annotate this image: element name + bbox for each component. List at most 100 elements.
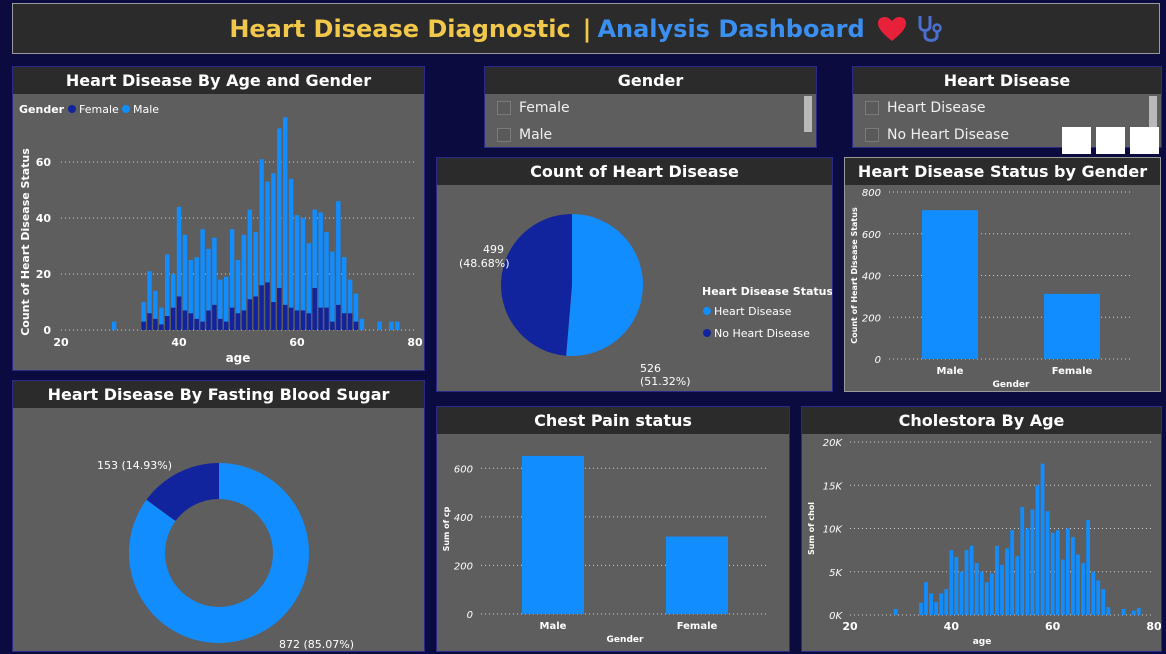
legend-male-label[interactable]: Male	[133, 103, 159, 116]
bar-chol	[1136, 608, 1141, 615]
status-by-gender-title: Heart Disease Status by Gender	[845, 158, 1160, 185]
bar-chol	[1020, 506, 1025, 615]
bar-female	[353, 321, 359, 330]
bar-male	[259, 159, 264, 286]
y-tick-label: 40	[36, 212, 52, 225]
x-axis-title: Gender	[607, 635, 644, 645]
count-heart-disease-panel: Count of Heart Disease 499 (48.68%) 526 …	[436, 157, 833, 392]
bar-male	[206, 248, 211, 311]
bar-female	[176, 296, 182, 330]
chest-pain-title: Chest Pain status	[437, 407, 789, 434]
bar-male	[922, 210, 978, 359]
gender-option-female[interactable]: Female	[485, 94, 816, 121]
pie-legend-no-hd-label[interactable]: No Heart Disease	[714, 327, 810, 340]
bar-chol	[893, 608, 898, 615]
heart-disease-checkbox[interactable]	[865, 100, 879, 115]
hd-option-no-heart-disease[interactable]: No Heart Disease	[853, 121, 1161, 147]
legend-female-dot	[68, 105, 76, 113]
age-gender-chart-panel: Heart Disease By Age and Gender Gender F…	[12, 66, 425, 371]
bar-male	[300, 218, 306, 311]
pie-label-no-hd-value: 499	[483, 243, 504, 256]
bar-female	[200, 321, 205, 330]
gender-slicer-scrollbar[interactable]	[804, 96, 812, 132]
bar-male	[188, 260, 194, 314]
bar-female	[241, 310, 247, 330]
bar-male	[159, 307, 164, 325]
female-checkbox[interactable]	[497, 100, 511, 115]
bar-male	[218, 279, 223, 319]
y-tick-label: 20K	[823, 438, 844, 449]
bar-chol	[1081, 563, 1085, 615]
male-checkbox[interactable]	[497, 127, 511, 142]
female-option-label: Female	[519, 99, 570, 116]
bar-male	[271, 173, 276, 302]
legend-female-label[interactable]: Female	[79, 103, 119, 116]
status-by-gender-panel: Heart Disease Status by Gender 0 200 400 60…	[844, 157, 1161, 392]
y-axis-title: Count of Heart Disease Status	[19, 148, 32, 336]
bar-male	[318, 212, 323, 308]
pie-legend-hd-dot	[703, 307, 711, 315]
bar-chol	[1010, 530, 1015, 615]
y-tick-label: 800	[862, 188, 881, 199]
bar-male	[153, 290, 158, 319]
bar-chol	[1050, 532, 1055, 615]
no-heart-disease-checkbox[interactable]	[865, 127, 879, 142]
bar-female	[294, 310, 300, 330]
bar-female	[666, 536, 728, 614]
bar-female	[147, 313, 152, 330]
pie-legend-hd-label[interactable]: Heart Disease	[714, 305, 792, 318]
bar-female	[330, 321, 335, 330]
x-tick-label: Male	[540, 621, 567, 632]
pie-label-hd-value: 526	[640, 362, 661, 375]
count-heart-disease-title: Count of Heart Disease	[437, 158, 832, 185]
bar-chol	[1086, 519, 1091, 615]
x-tick-label: 80	[407, 336, 423, 349]
bar-chol	[1055, 530, 1060, 615]
x-tick-label: 20	[53, 336, 69, 349]
pie-slice	[501, 214, 572, 356]
bar-male	[330, 251, 335, 322]
more-options-button[interactable]	[1130, 127, 1159, 154]
count-heart-disease-chart: 499 (48.68%) 526 (51.32%) Heart Disease …	[459, 214, 832, 388]
bar-chol	[1015, 556, 1020, 615]
filter-button[interactable]	[1096, 127, 1125, 154]
gender-option-male[interactable]: Male	[485, 121, 816, 147]
cholesterol-title: Cholestora By Age	[802, 407, 1161, 434]
bar-male	[170, 274, 176, 308]
bar-chol	[944, 589, 949, 615]
bar-male	[212, 237, 217, 305]
bar-male	[306, 243, 312, 314]
bar-chol	[1035, 485, 1040, 615]
hd-slicer-scrollbar[interactable]	[1149, 96, 1157, 132]
bar-female	[223, 321, 229, 330]
bar-chol	[1060, 559, 1065, 615]
bar-male	[176, 206, 182, 297]
bar-female	[318, 307, 323, 330]
y-tick-label: 0K	[829, 611, 843, 622]
focus-mode-button[interactable]	[1062, 127, 1091, 154]
donut-slice	[129, 463, 310, 643]
bar-male	[247, 209, 253, 300]
legend-male-dot	[122, 105, 130, 113]
y-tick-label: 400	[862, 272, 881, 283]
bar-chol	[1101, 589, 1106, 615]
bar-male	[389, 321, 394, 330]
x-tick-label: 40	[171, 336, 187, 349]
gender-slicer: Gender Female Male	[484, 66, 817, 148]
age-gender-chart-title: Heart Disease By Age and Gender	[13, 67, 424, 94]
bar-female	[271, 302, 276, 330]
bar-female	[182, 310, 188, 330]
bar-female	[1044, 293, 1100, 359]
bar-chol	[1040, 463, 1045, 615]
bar-male	[253, 232, 258, 297]
x-tick-label: 20	[842, 620, 858, 633]
x-tick-label: Male	[937, 366, 964, 377]
bar-female	[194, 318, 199, 330]
y-tick-label: 200	[862, 313, 881, 324]
bar-female	[212, 304, 217, 330]
bar-male	[265, 181, 270, 283]
y-tick-label: 20	[36, 268, 52, 281]
bar-chol	[995, 545, 999, 615]
bar-chol	[1106, 607, 1111, 615]
hd-option-heart-disease[interactable]: Heart Disease	[853, 94, 1161, 121]
